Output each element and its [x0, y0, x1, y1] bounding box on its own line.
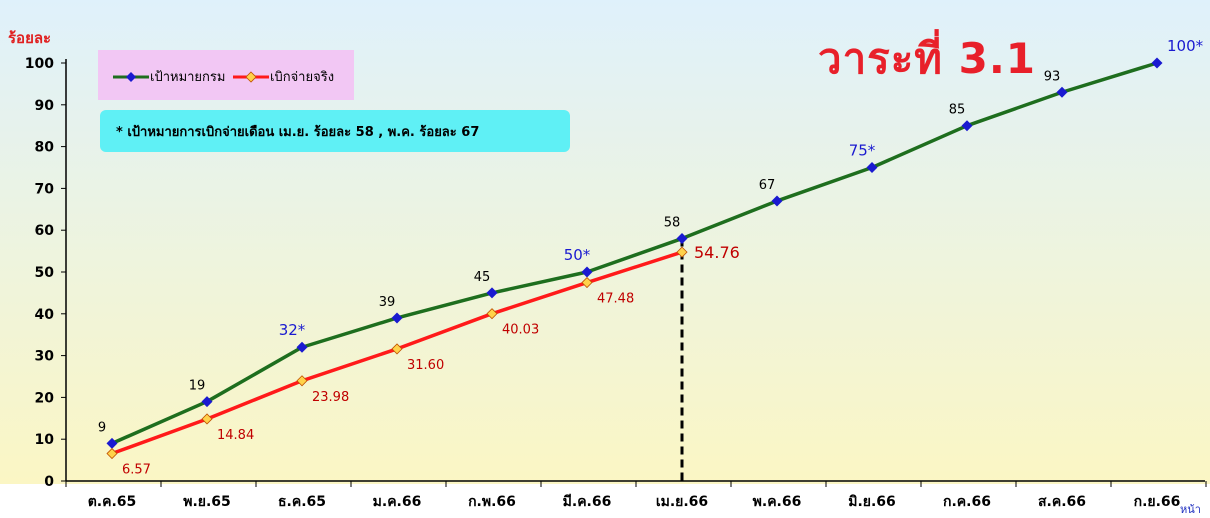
actual-marker [106, 447, 118, 460]
target-data-label: 85 [949, 103, 966, 118]
axes: 0 10 20 30 40 50 60 70 80 90 100 ต.ค.65 พ.ย.65 ธ.ค.65… [25, 56, 1207, 510]
target-data-label: 32* [279, 321, 306, 339]
y-tick-label: 80 [35, 140, 55, 156]
actual-data-label: 47.48 [597, 292, 634, 307]
target-data-label: 58 [664, 216, 681, 231]
actual-marker [486, 308, 498, 320]
actual-marker [676, 246, 688, 258]
agenda-title: วาระที่ 3.1 [818, 34, 1036, 83]
target-marker [391, 312, 403, 324]
legend-label-target: เป้าหมายกรม [150, 70, 226, 85]
legend-actual-swatch-icon [233, 70, 269, 83]
target-data-label: 19 [189, 379, 206, 394]
actual-marker [201, 413, 213, 425]
y-tick-label: 70 [35, 181, 55, 197]
x-tick-label: ก.ย.66 [1134, 494, 1181, 510]
target-data-label: 67 [759, 178, 776, 193]
actual-data-label: 6.57 [122, 463, 151, 478]
series-group [106, 57, 1163, 460]
x-tick-label: พ.ย.65 [183, 494, 231, 510]
x-tick-label: มี.ค.66 [563, 494, 612, 510]
actual-marker [296, 375, 308, 387]
target-data-label: 75* [849, 142, 876, 160]
y-tick-label: 20 [35, 390, 55, 406]
y-tick-label: 90 [35, 98, 55, 114]
target-data-label: 45 [474, 270, 491, 285]
legend-label-actual: เบิกจ่ายจริง [270, 70, 335, 85]
target-marker [201, 396, 213, 408]
actual-marker [391, 343, 403, 355]
actual-data-label: 31.60 [407, 358, 444, 373]
legend-item-actual: เบิกจ่ายจริง [232, 66, 334, 87]
actual-data-label: 23.98 [312, 390, 349, 405]
y-tick-label: 50 [35, 265, 55, 281]
actual-marker [581, 276, 593, 289]
target-marker [581, 266, 593, 278]
x-tick-label: มิ.ย.66 [848, 494, 896, 510]
x-tick-label: พ.ค.66 [753, 494, 802, 510]
data-labels: 9 19 32* 39 45 50* 58 67 75* 85 93 100* 6.57 14.84 23.… [98, 37, 1204, 478]
legend-target-swatch-icon [113, 71, 149, 82]
target-marker [866, 162, 878, 173]
y-tick-label: 30 [35, 349, 55, 365]
x-tick-label: ธ.ค.65 [278, 494, 326, 510]
x-tick-label: ก.ค.66 [943, 494, 991, 510]
legend-item-target: เป้าหมายกรม [112, 66, 225, 87]
x-tick-label: เม.ย.66 [656, 494, 708, 510]
target-data-label: 93 [1044, 69, 1061, 84]
legend: เป้าหมายกรม เบิกจ่ายจริง [98, 50, 354, 100]
target-data-label: 39 [379, 295, 396, 310]
y-tick-label: 60 [35, 223, 55, 239]
target-data-label: 100* [1167, 37, 1204, 55]
target-marker [296, 341, 308, 353]
target-note-text: * เป้าหมายการเบิกจ่ายเดือน เม.ย. ร้อยละ … [116, 124, 480, 140]
y-tick-label: 10 [35, 432, 55, 448]
target-marker [106, 437, 118, 449]
x-tick-label: ต.ค.65 [88, 494, 137, 510]
target-data-label: 9 [98, 420, 106, 435]
page-footer-text: หน้า [1180, 503, 1201, 516]
target-data-label: 50* [564, 246, 591, 264]
y-tick-label: 40 [35, 307, 55, 323]
actual-data-label: 14.84 [217, 428, 254, 443]
x-tick-label: ม.ค.66 [373, 494, 422, 510]
y-tick-label: 0 [44, 474, 54, 490]
series-line-target [111, 61, 1158, 445]
y-axis-title: ร้อยละ [8, 29, 52, 47]
x-tick-label: ส.ค.66 [1038, 494, 1086, 510]
target-marker [1151, 57, 1163, 69]
target-marker [676, 233, 688, 245]
x-tick-label: ก.พ.66 [468, 494, 516, 510]
actual-data-label: 54.76 [694, 243, 740, 262]
y-tick-label: 100 [25, 56, 54, 72]
target-marker [486, 287, 498, 299]
target-note-box: * เป้าหมายการเบิกจ่ายเดือน เม.ย. ร้อยละ … [100, 110, 570, 152]
target-marker [771, 195, 783, 207]
actual-data-label: 40.03 [502, 323, 539, 338]
target-marker [961, 120, 973, 132]
target-marker [1056, 86, 1068, 98]
